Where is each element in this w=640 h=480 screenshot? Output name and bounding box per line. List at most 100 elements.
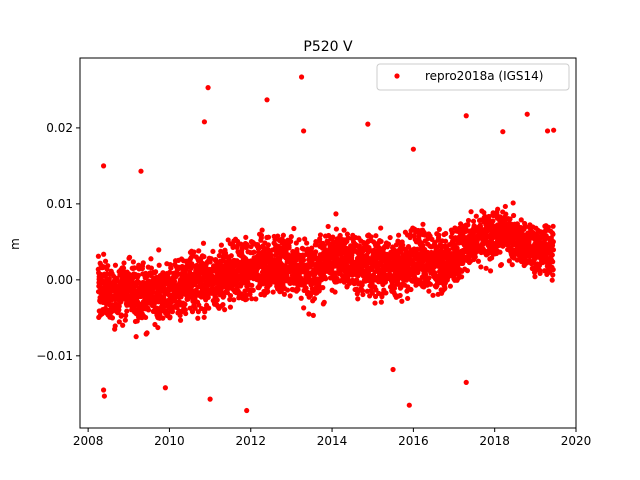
data-point: [208, 256, 214, 262]
data-point: [121, 260, 127, 266]
data-point: [487, 268, 494, 274]
data-point: [155, 324, 161, 331]
data-point: [205, 294, 211, 300]
data-point: [420, 221, 426, 227]
x-tick-label: 2010: [154, 434, 185, 448]
data-point: [291, 225, 297, 232]
data-point: [522, 224, 528, 230]
data-point: [463, 113, 469, 119]
data-point: [400, 242, 406, 248]
data-point: [281, 291, 287, 297]
data-point: [196, 248, 202, 254]
data-point: [120, 322, 126, 328]
data-point: [304, 240, 310, 246]
data-point: [532, 274, 538, 280]
data-point: [427, 281, 434, 287]
data-point: [405, 295, 411, 302]
data-point: [214, 297, 220, 303]
data-point: [337, 232, 343, 239]
data-point: [101, 393, 107, 399]
data-point: [502, 203, 508, 210]
data-point: [549, 252, 555, 258]
data-point: [463, 379, 469, 386]
data-point: [518, 217, 524, 223]
data-point: [259, 227, 265, 233]
data-point: [116, 303, 122, 309]
data-point: [258, 232, 265, 238]
data-point: [112, 262, 119, 268]
data-point: [288, 234, 294, 240]
data-point: [311, 296, 318, 302]
y-tick-label: 0.01: [46, 197, 73, 211]
data-point: [101, 251, 107, 257]
data-point: [233, 281, 239, 287]
data-point: [410, 146, 416, 152]
data-point: [372, 300, 378, 306]
data-point: [382, 279, 389, 285]
data-point: [468, 209, 474, 215]
data-point: [200, 240, 207, 246]
data-point: [126, 254, 133, 260]
x-tick-label: 2014: [317, 434, 348, 448]
x-tick-label: 2020: [561, 434, 592, 448]
data-point: [168, 265, 174, 271]
data-point: [138, 168, 144, 174]
data-point: [275, 233, 281, 239]
data-point: [500, 129, 506, 135]
data-point: [483, 265, 489, 271]
data-point: [473, 213, 479, 219]
data-point: [210, 248, 216, 255]
data-point: [298, 74, 305, 80]
data-point: [325, 223, 331, 230]
data-point: [465, 222, 471, 228]
data-point: [250, 287, 256, 293]
data-point: [378, 299, 384, 305]
data-point: [265, 234, 272, 240]
data-point: [510, 212, 517, 219]
data-point: [510, 200, 516, 206]
data-point: [408, 286, 414, 293]
data-point: [506, 258, 512, 264]
data-point: [145, 307, 152, 313]
data-point: [426, 275, 432, 281]
data-point: [120, 265, 127, 271]
data-point: [148, 256, 154, 262]
data-point: [243, 234, 249, 240]
data-point: [447, 283, 453, 289]
data-point: [95, 253, 102, 259]
data-point: [306, 311, 312, 317]
data-point: [509, 262, 515, 268]
data-point: [354, 277, 360, 283]
data-point: [140, 260, 146, 266]
data-point: [333, 211, 339, 217]
data-point: [317, 232, 324, 238]
data-point: [378, 225, 384, 231]
data-point: [475, 258, 482, 264]
x-tick-label: 2016: [398, 434, 429, 448]
data-point: [391, 285, 398, 291]
data-point: [378, 238, 384, 245]
data-point: [268, 252, 274, 258]
data-point: [251, 249, 257, 255]
data-point: [270, 289, 276, 295]
data-point: [472, 254, 478, 260]
data-point: [397, 292, 403, 299]
data-point: [162, 286, 168, 292]
y-tick-label: −0.01: [36, 349, 73, 363]
data-point: [344, 231, 351, 237]
data-point: [248, 244, 254, 250]
data-point: [135, 272, 142, 278]
data-point: [333, 226, 339, 232]
data-point: [449, 230, 455, 236]
data-point: [436, 232, 442, 238]
data-point: [443, 230, 449, 237]
data-point: [458, 221, 464, 227]
data-point: [321, 242, 327, 249]
data-point: [118, 312, 124, 318]
data-point: [406, 402, 412, 408]
data-point: [249, 282, 255, 288]
data-point: [355, 296, 361, 302]
data-point: [287, 293, 293, 299]
data-point: [497, 249, 503, 255]
